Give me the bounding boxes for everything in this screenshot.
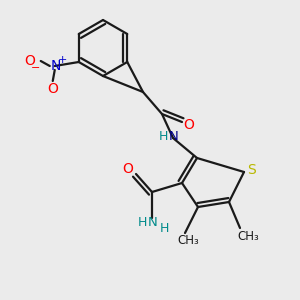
Text: +: +	[58, 55, 68, 65]
Text: CH₃: CH₃	[177, 235, 199, 248]
Text: N: N	[148, 215, 158, 229]
Text: N: N	[51, 59, 61, 73]
Text: O: O	[123, 162, 134, 176]
Text: O: O	[24, 54, 35, 68]
Text: H: H	[137, 215, 147, 229]
Text: −: −	[31, 63, 40, 73]
Text: O: O	[184, 118, 194, 132]
Text: CH₃: CH₃	[237, 230, 259, 242]
Text: H: H	[159, 221, 169, 235]
Text: S: S	[247, 163, 255, 177]
Text: H: H	[158, 130, 168, 142]
Text: N: N	[169, 130, 179, 142]
Text: O: O	[47, 82, 58, 96]
